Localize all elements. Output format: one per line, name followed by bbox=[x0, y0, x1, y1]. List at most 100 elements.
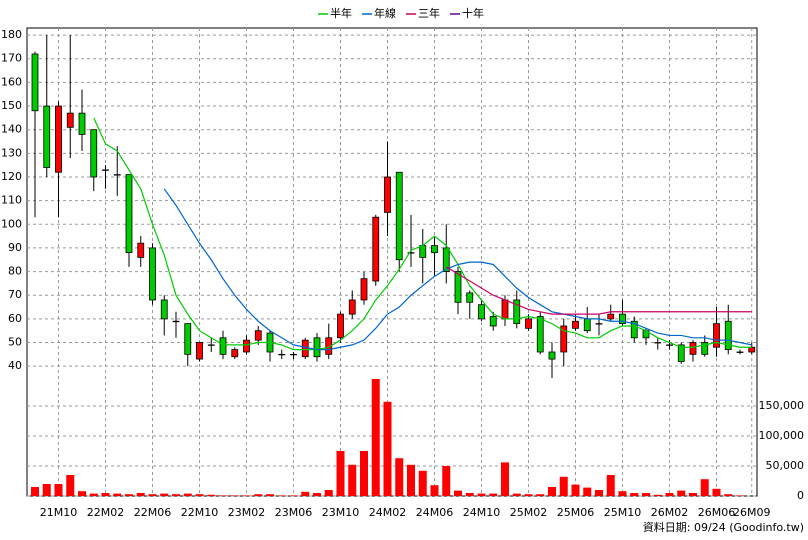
x-tick-label: 21M10 bbox=[40, 506, 78, 519]
y-tick-label: 40 bbox=[8, 359, 22, 372]
ma-line bbox=[163, 188, 752, 351]
y-tick-label: 160 bbox=[1, 75, 22, 88]
volume-bar bbox=[724, 494, 733, 496]
candle-body bbox=[254, 330, 262, 341]
candle-body bbox=[149, 247, 156, 301]
volume-bar bbox=[113, 493, 122, 496]
candle-body bbox=[713, 323, 720, 348]
x-tick-label: 24M10 bbox=[463, 506, 501, 519]
x-tick-label: 26M06 bbox=[698, 506, 736, 519]
x-tick-label: 26M09 bbox=[733, 506, 771, 519]
volume-bar bbox=[101, 493, 110, 496]
x-tick-label: 22M02 bbox=[87, 506, 125, 519]
y-tick-label: 90 bbox=[8, 241, 22, 254]
candle-body bbox=[513, 299, 521, 325]
volume-bar bbox=[430, 485, 439, 496]
candle-body bbox=[55, 105, 62, 173]
volume-bar bbox=[195, 494, 204, 496]
volume-bar bbox=[207, 494, 216, 496]
y2-tick-label: 150,000 bbox=[759, 399, 805, 412]
candle-body bbox=[607, 313, 615, 320]
y-tick-label: 60 bbox=[8, 312, 22, 325]
candle-body bbox=[442, 247, 450, 272]
volume-bar bbox=[653, 494, 662, 496]
volume-bar bbox=[501, 462, 509, 496]
volume-bar bbox=[736, 495, 744, 496]
y-tick-label: 170 bbox=[1, 52, 22, 65]
candle-body bbox=[231, 349, 239, 358]
candle-body bbox=[572, 320, 579, 329]
y-tick-label: 100 bbox=[1, 217, 22, 230]
y-tick-label: 50 bbox=[8, 336, 22, 349]
candle-body bbox=[172, 320, 180, 323]
volume-bar bbox=[689, 493, 697, 496]
candle-body bbox=[466, 292, 474, 303]
plot-frame bbox=[26, 27, 758, 497]
volume-bar bbox=[371, 379, 380, 496]
volume-bar bbox=[78, 491, 86, 496]
volume-bar bbox=[489, 493, 498, 496]
x-tick-label: 24M02 bbox=[369, 506, 407, 519]
y-tick-label: 120 bbox=[1, 170, 22, 183]
x-tick-label: 23M02 bbox=[228, 506, 266, 519]
candle-body bbox=[219, 337, 227, 355]
volume-bar bbox=[583, 487, 592, 496]
volume-bar bbox=[42, 484, 51, 496]
x-tick-label: 26M02 bbox=[651, 506, 689, 519]
candle-body bbox=[160, 299, 168, 320]
x-tick-label: 25M06 bbox=[557, 506, 595, 519]
ma-line bbox=[93, 117, 752, 351]
y-tick-label: 150 bbox=[1, 99, 22, 112]
candle-body bbox=[501, 299, 509, 320]
volume-bar bbox=[324, 490, 333, 496]
candle-body bbox=[31, 53, 39, 112]
candle-body bbox=[207, 344, 215, 346]
candle-body bbox=[630, 320, 638, 339]
volume-bar bbox=[336, 451, 345, 496]
candle-body bbox=[407, 252, 415, 254]
candle-body bbox=[395, 171, 403, 261]
candle-body bbox=[478, 304, 485, 320]
candle-body bbox=[196, 342, 203, 360]
volume-bar bbox=[219, 495, 227, 496]
candle-body bbox=[689, 342, 697, 355]
x-tick-label: 25M10 bbox=[604, 506, 642, 519]
volume-bar bbox=[125, 494, 133, 496]
legend-label: 年線 bbox=[374, 6, 396, 20]
volume-bar bbox=[289, 495, 298, 496]
candle-body bbox=[724, 320, 732, 351]
volume-bar bbox=[148, 494, 157, 496]
volume-bar bbox=[360, 451, 368, 496]
volume-bar bbox=[136, 493, 145, 496]
candle-body bbox=[137, 242, 145, 258]
candle-body bbox=[360, 278, 368, 301]
volume-bar bbox=[630, 493, 639, 496]
candle-body bbox=[489, 316, 497, 327]
candle-body bbox=[372, 216, 380, 282]
volume-bar bbox=[66, 475, 75, 496]
volume-bar bbox=[160, 493, 169, 496]
candle-body bbox=[43, 105, 51, 168]
volume-bar bbox=[172, 494, 180, 496]
volume-bar bbox=[536, 494, 545, 496]
y2-tick-label: 0 bbox=[797, 489, 804, 502]
candle-body bbox=[419, 245, 427, 258]
y-tick-label: 130 bbox=[1, 146, 22, 159]
candle-body bbox=[66, 112, 74, 128]
legend-label: 十年 bbox=[462, 6, 484, 20]
y-tick-label: 80 bbox=[8, 265, 22, 278]
y-tick-label: 70 bbox=[8, 288, 22, 301]
candle-body bbox=[278, 353, 286, 356]
x-tick-label: 23M06 bbox=[275, 506, 313, 519]
volume-bar bbox=[183, 493, 192, 496]
candle-body bbox=[184, 323, 192, 355]
x-tick-label: 22M06 bbox=[134, 506, 172, 519]
x-tick-label: 25M02 bbox=[510, 506, 548, 519]
volume-bar bbox=[313, 493, 321, 496]
volume-bar bbox=[277, 495, 286, 496]
volume-bar bbox=[477, 493, 486, 496]
volume-bar bbox=[618, 491, 627, 496]
volume-bar bbox=[383, 401, 392, 496]
volume-bar bbox=[571, 484, 580, 496]
